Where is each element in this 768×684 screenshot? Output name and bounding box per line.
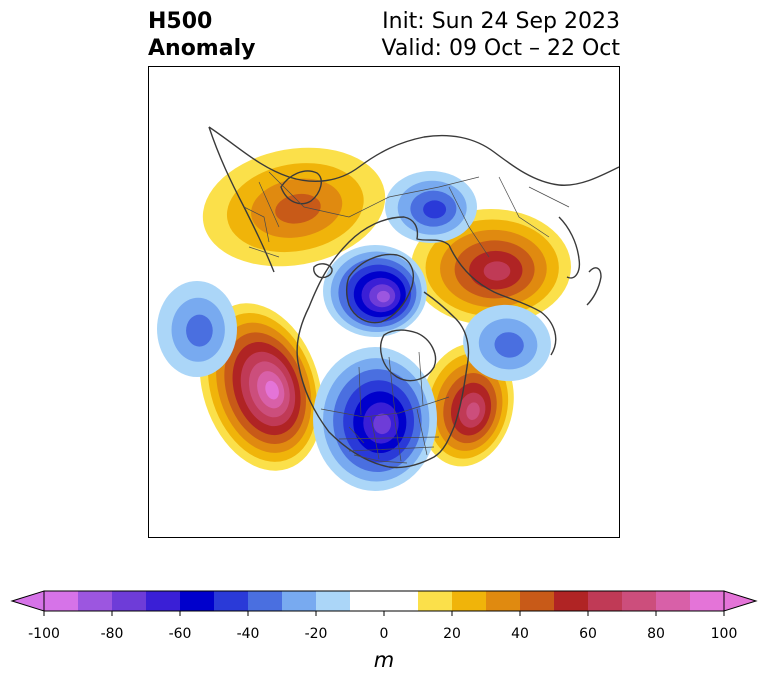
coastline-layer	[208, 126, 619, 469]
colorbar-tick-label: 40	[511, 626, 529, 642]
colorbar-tick-label: -20	[304, 626, 328, 642]
anomaly-center-siberia	[411, 209, 571, 325]
anomaly-center-western-atlantic	[420, 343, 514, 467]
colorbar-cell	[214, 591, 249, 611]
border-us-states-2	[338, 436, 440, 452]
colorbar-tick-label: 100	[710, 626, 738, 642]
colorbar-cell	[316, 591, 351, 611]
colorbar-cell	[112, 591, 147, 611]
border-us-canada	[320, 396, 450, 418]
colorbar-cell	[146, 591, 181, 611]
colorbar-cells	[44, 591, 725, 611]
colorbar-tick-label: -60	[168, 626, 192, 642]
colorbar-cell	[520, 591, 555, 611]
coastline-eurasia	[208, 126, 619, 186]
colorbar-cell	[486, 591, 521, 611]
colorbar-over-arrow	[723, 590, 758, 612]
colorbar-cell	[418, 591, 453, 611]
valid-range: Valid: 09 Oct – 22 Oct	[381, 36, 620, 61]
colorbar-tick-label: 80	[647, 626, 665, 642]
colorbar-cell	[622, 591, 657, 611]
coastline-japan	[586, 267, 602, 306]
colorbar-cell	[554, 591, 589, 611]
anomaly-center-kara-sea	[385, 171, 477, 243]
coastline-scandinavia	[280, 170, 322, 205]
colorbar-cell	[452, 591, 487, 611]
anomaly-center-northeast-pacific	[199, 303, 323, 471]
coastline-hudson-bay	[380, 329, 437, 382]
coastline-greenland	[346, 253, 415, 324]
colorbar-cell	[350, 591, 419, 611]
anomaly-center-eastern-atlantic	[463, 304, 551, 382]
anomaly-center-central-pacific	[157, 281, 237, 377]
title-field: Anomaly	[148, 36, 256, 61]
border-us-mexico	[353, 454, 408, 464]
colorbar-cell	[282, 591, 317, 611]
border-russia	[268, 171, 480, 218]
colorbar-tick-label: -80	[100, 626, 124, 642]
colorbar-outline	[43, 590, 725, 612]
coastline-kamchatka	[558, 216, 581, 279]
colorbar-tick-label: -100	[28, 626, 60, 642]
map-title-right: Init: Sun 24 Sep 2023 Valid: 09 Oct – 22…	[382, 8, 620, 62]
colorbar-cell	[588, 591, 623, 611]
colorbar-cell	[44, 591, 79, 611]
colorbar-cell	[656, 591, 691, 611]
colorbar-tick-label: 0	[379, 626, 389, 642]
colorbar-cell	[78, 591, 113, 611]
anomaly-fill-layer	[157, 147, 571, 491]
anomaly-center-central-north-america	[313, 347, 437, 491]
colorbar-tick-label: -40	[236, 626, 260, 642]
border-canada-prov	[358, 351, 424, 416]
colorbar	[10, 590, 758, 616]
colorbar-cell	[690, 591, 725, 611]
coastline-na-east	[423, 291, 470, 428]
map-title-left: H500 Anomaly	[148, 8, 255, 62]
colorbar-ticks	[43, 611, 725, 616]
anomaly-map	[157, 126, 619, 491]
border-europe	[243, 181, 280, 258]
coastline-iceland	[313, 263, 333, 279]
colorbar-tick-label: 60	[579, 626, 597, 642]
map-panel	[148, 66, 620, 538]
title-variable: H500	[148, 9, 213, 34]
colorbar-cell	[248, 591, 283, 611]
border-layer	[243, 171, 570, 464]
colorbar-units: m	[373, 648, 395, 672]
coastline-na-west	[296, 216, 450, 368]
init-date: Init: Sun 24 Sep 2023	[382, 9, 620, 34]
colorbar-tick-label: 20	[443, 626, 461, 642]
colorbar-cell	[180, 591, 215, 611]
coastline-na-south	[298, 366, 455, 469]
colorbar-under-arrow	[10, 590, 45, 612]
coastline-europe	[208, 126, 275, 273]
coastline-alaska	[448, 244, 557, 356]
anomaly-center-canadian-arctic	[323, 245, 427, 337]
border-asia	[448, 176, 570, 258]
